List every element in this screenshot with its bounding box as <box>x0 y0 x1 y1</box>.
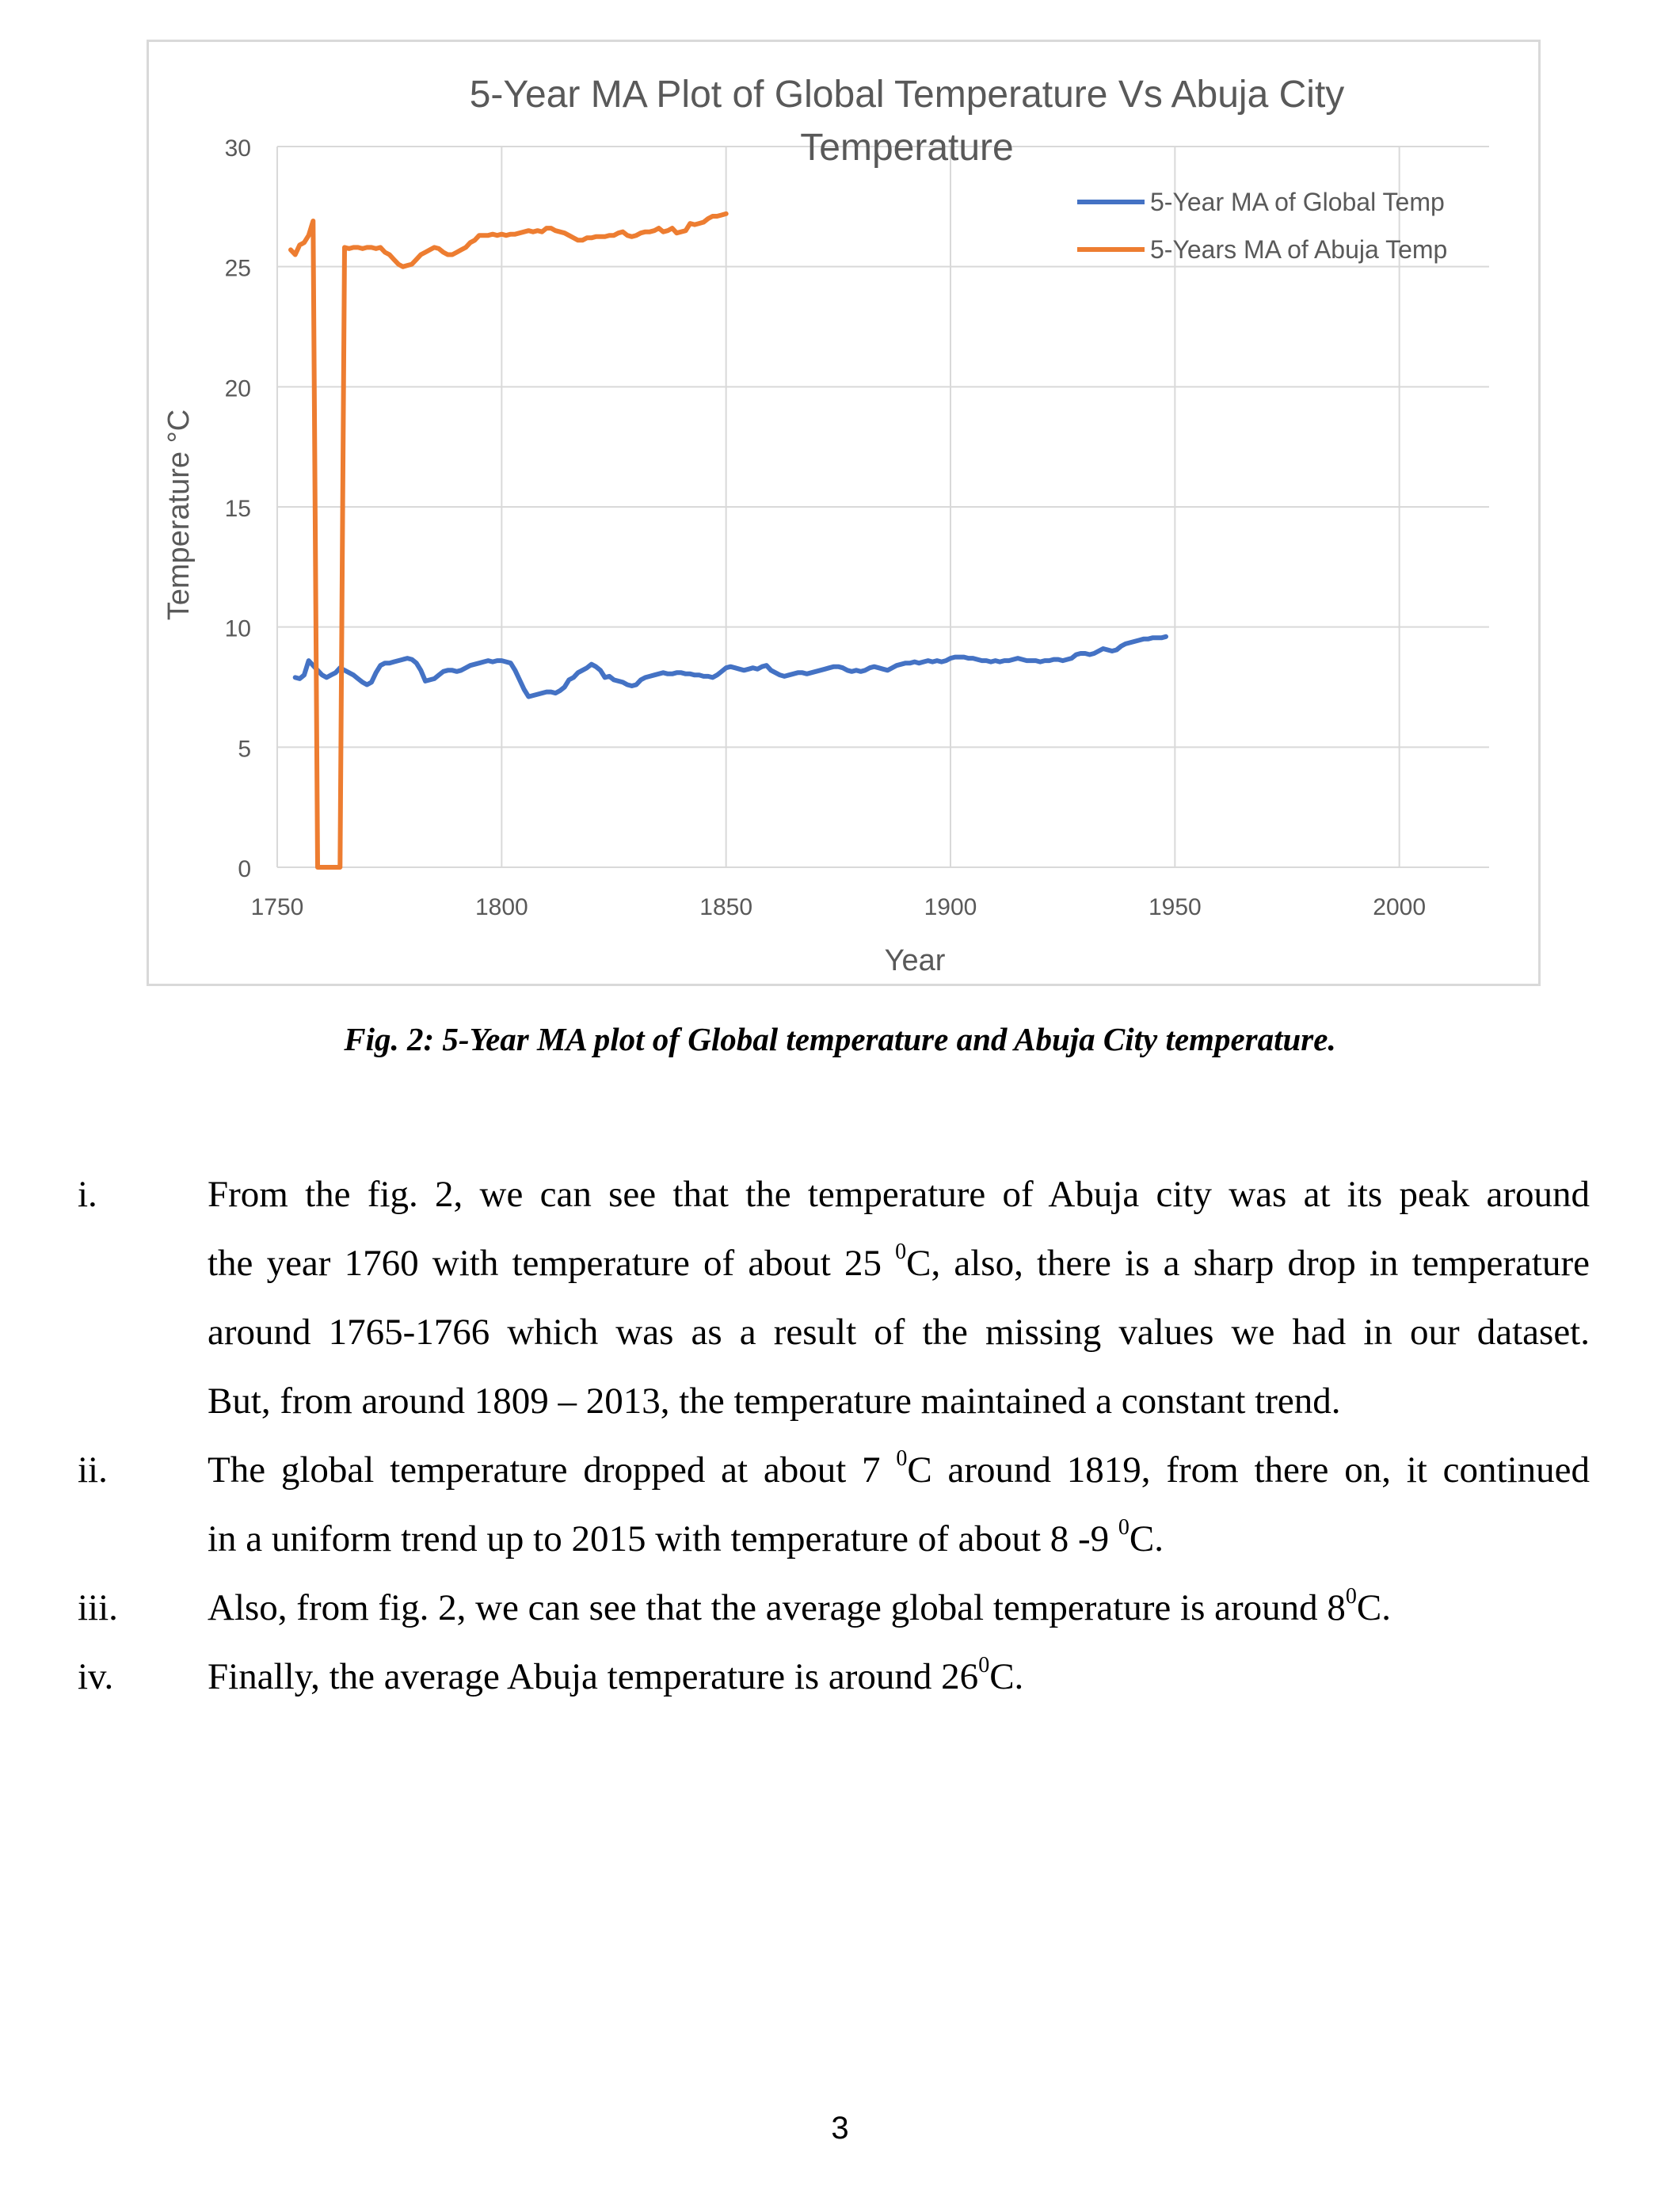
y-tick-label: 30 <box>225 135 251 162</box>
list-marker: i. <box>78 1174 97 1215</box>
series-line-0 <box>292 634 1168 699</box>
list-marker: iv. <box>78 1656 114 1697</box>
y-axis-label: Temperature °C <box>162 409 196 621</box>
y-tick-label: 20 <box>225 375 251 402</box>
paragraph-line: But, from around 1809 – 2013, the temper… <box>208 1381 1341 1422</box>
degree-superscript: 0 <box>1118 1515 1130 1540</box>
y-tick-label: 10 <box>225 616 251 642</box>
page-number: 3 <box>831 2111 849 2146</box>
legend-label-0: 5-Year MA of Global Temp <box>1150 188 1445 216</box>
x-tick-label: 1800 <box>475 894 528 920</box>
legend-label-1: 5-Years MA of Abuja Temp <box>1150 235 1447 264</box>
x-tick-label: 1900 <box>924 894 977 920</box>
figure-caption: Fig. 2: 5-Year MA plot of Global tempera… <box>344 1021 1336 1057</box>
chart-frame <box>147 40 1541 986</box>
paragraph-line: Finally, the average Abuja temperature i… <box>208 1653 1024 1697</box>
series-line-1 <box>288 211 729 870</box>
degree-superscript: 0 <box>895 1240 907 1265</box>
list-marker: ii. <box>78 1449 108 1491</box>
x-tick-label: 1750 <box>251 894 304 920</box>
y-tick-label: 0 <box>238 856 251 882</box>
paragraph-line: From the fig. 2, we can see that the tem… <box>208 1174 1590 1215</box>
paragraph-line: Also, from fig. 2, we can see that the a… <box>208 1584 1392 1628</box>
chart-title: 5-Year MA Plot of Global Temperature Vs … <box>470 74 1345 116</box>
y-tick-label: 5 <box>238 736 251 762</box>
paragraph-line: in a uniform trend up to 2015 with tempe… <box>208 1515 1164 1559</box>
x-tick-label: 1850 <box>699 894 752 920</box>
x-axis-label: Year <box>885 944 946 977</box>
y-tick-label: 15 <box>225 496 251 522</box>
paragraph-line: The global temperature dropped at about … <box>208 1446 1590 1491</box>
paragraph-line: around 1765-1766 which was as a result o… <box>208 1312 1590 1353</box>
degree-superscript: 0 <box>1345 1584 1357 1609</box>
chart-title-line2: Temperature <box>800 127 1013 169</box>
y-tick-label: 25 <box>225 256 251 282</box>
degree-superscript: 0 <box>978 1653 990 1678</box>
degree-superscript: 0 <box>896 1446 908 1472</box>
paragraph-line: the year 1760 with temperature of about … <box>208 1240 1590 1284</box>
list-marker: iii. <box>78 1587 118 1628</box>
line-chart: 0 5 10 15 20 25 30 1750 1800 1850 1900 1950 2000 5-Ye… <box>162 74 1489 977</box>
x-tick-label: 2000 <box>1373 894 1426 920</box>
x-tick-label: 1950 <box>1149 894 1202 920</box>
